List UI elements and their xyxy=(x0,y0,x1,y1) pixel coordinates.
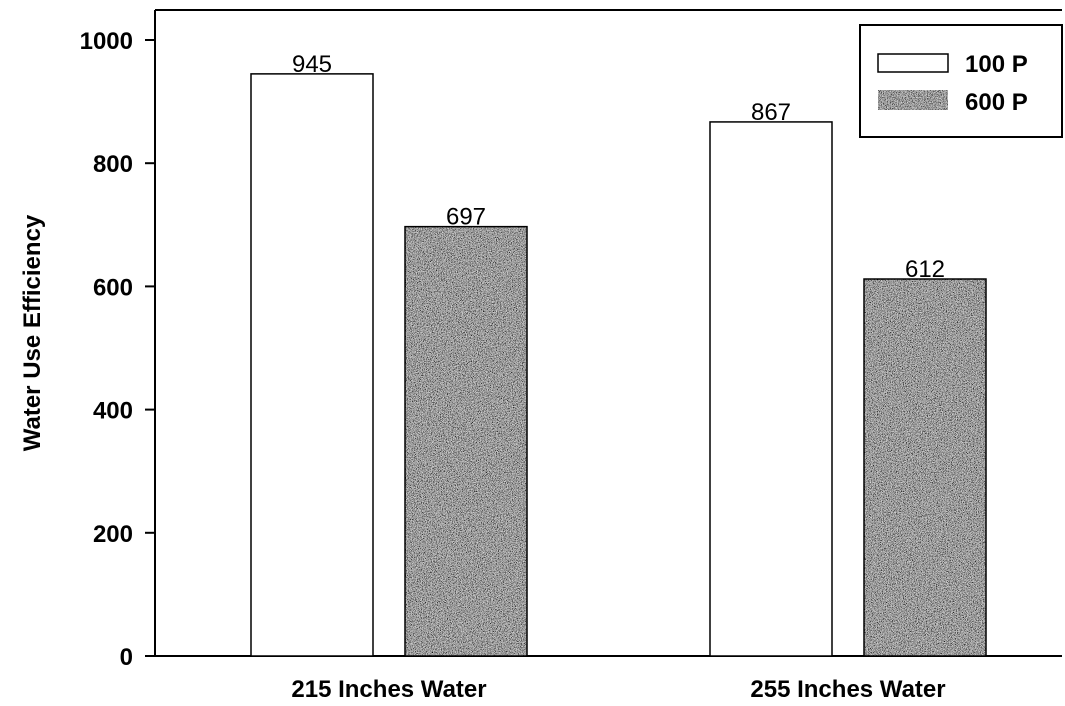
y-axis-ticks: 0 200 400 600 800 1000 xyxy=(80,28,155,671)
legend-swatch-100p xyxy=(877,53,949,73)
legend: 100 P 600 P xyxy=(859,24,1063,138)
y-tick-label: 600 xyxy=(93,274,133,301)
data-label: 867 xyxy=(751,99,791,126)
x-axis-category-labels: 215 Inches Water 255 Inches Water xyxy=(291,676,945,703)
category-label: 255 Inches Water xyxy=(750,676,945,703)
category-label: 215 Inches Water xyxy=(291,676,486,703)
bar-600p xyxy=(404,225,528,657)
y-tick-label: 400 xyxy=(93,398,133,425)
data-labels: 945 697 867 612 xyxy=(292,51,945,283)
y-tick-label: 0 xyxy=(120,644,133,671)
data-label: 697 xyxy=(446,204,486,231)
legend-swatch-600p xyxy=(878,90,948,110)
y-axis-label: Water Use Efficiency xyxy=(19,214,46,451)
legend-box xyxy=(859,24,1063,138)
y-tick-label: 200 xyxy=(93,521,133,548)
data-label: 612 xyxy=(905,256,945,283)
legend-label-600p: 600 P xyxy=(965,89,1028,116)
data-label: 945 xyxy=(292,51,332,78)
bar-600p-texture xyxy=(864,279,986,656)
y-tick-label: 800 xyxy=(93,151,133,178)
bar-100p xyxy=(250,73,374,657)
bar-600p xyxy=(863,278,987,657)
bar-100p xyxy=(709,121,833,657)
y-tick-label: 1000 xyxy=(80,28,133,55)
bar-600p-texture xyxy=(405,226,527,656)
bars xyxy=(250,73,987,657)
legend-label-100p: 100 P xyxy=(965,51,1028,78)
